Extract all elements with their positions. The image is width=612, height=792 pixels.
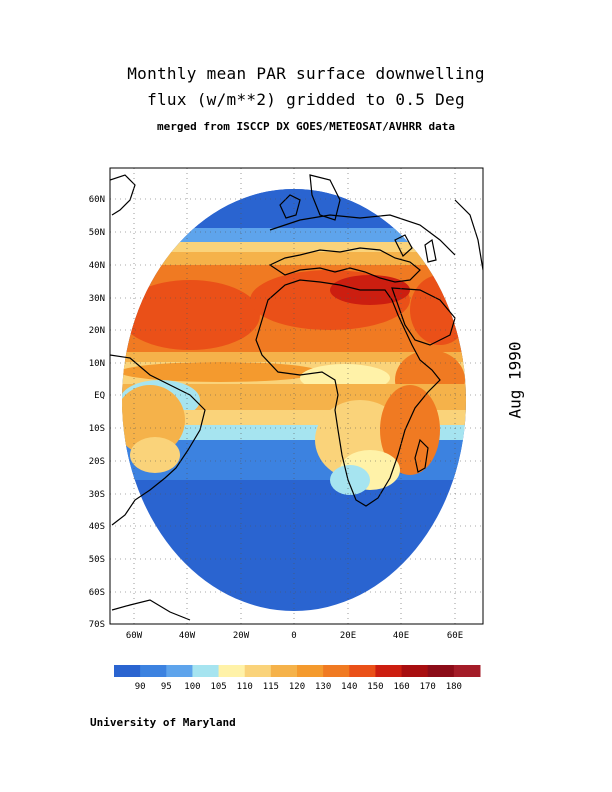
lat-tick: 10N <box>89 359 105 369</box>
color-legend: 90 95 100 105 110 115 120 130 140 150 160 170 180 <box>114 665 481 692</box>
legend-swatch <box>218 665 246 677</box>
legend-swatch <box>140 665 167 677</box>
lat-tick: 70S <box>89 620 105 630</box>
legend-label: 110 <box>237 682 253 692</box>
legend-swatch <box>297 665 324 677</box>
lon-tick: 40E <box>393 631 409 641</box>
map-title-line-2: flux (w/m**2) gridded to 0.5 Deg <box>147 90 465 109</box>
lat-tick: 60N <box>89 195 105 205</box>
legend-swatch <box>192 665 220 677</box>
legend-label: 180 <box>446 682 462 692</box>
legend-swatch <box>453 665 481 677</box>
arabia-coastline <box>391 287 456 346</box>
lon-tick: 40W <box>179 631 196 641</box>
antarctica-coastline <box>111 599 191 621</box>
lat-tick: 20N <box>89 326 105 336</box>
africa-coastline <box>255 279 441 507</box>
lat-tick: 50S <box>89 555 105 565</box>
legend-swatch <box>349 665 376 677</box>
graticule <box>110 168 483 624</box>
coastlines <box>110 174 483 621</box>
map-title-line-1: Monthly mean PAR surface downwelling <box>127 64 485 83</box>
lat-tick: 30N <box>89 294 105 304</box>
credit-text: University of Maryland <box>90 716 236 729</box>
lat-tick: 40S <box>89 522 105 532</box>
legend-swatch <box>401 665 429 677</box>
legend-label: 140 <box>341 682 357 692</box>
legend-label: 170 <box>420 682 436 692</box>
legend-swatch <box>375 665 403 677</box>
lon-tick: 0 <box>291 631 296 641</box>
lat-tick: 40N <box>89 261 105 271</box>
lat-tick: 10S <box>89 424 105 434</box>
legend-label: 130 <box>315 682 331 692</box>
lat-tick: 50N <box>89 228 105 238</box>
map-frame <box>109 167 484 625</box>
legend-swatch <box>114 665 141 677</box>
map-subtitle: merged from ISCCP DX GOES/METEOSAT/AVHRR… <box>156 120 455 133</box>
lon-tick: 20E <box>340 631 356 641</box>
legend-swatch <box>270 665 298 677</box>
legend-label: 90 <box>135 682 146 692</box>
lat-tick: EQ <box>94 391 105 401</box>
legend-swatch <box>427 665 455 677</box>
legend-swatch <box>323 665 350 677</box>
greenland-coastline <box>110 174 136 216</box>
lon-tick: 60E <box>447 631 463 641</box>
legend-label: 120 <box>289 682 305 692</box>
longitude-labels: 60W 40W 20W 0 20E 40E 60E <box>126 631 463 641</box>
legend-swatch <box>244 665 272 677</box>
lat-tick: 30S <box>89 490 105 500</box>
legend-swatch <box>166 665 193 677</box>
legend-label: 150 <box>367 682 383 692</box>
legend-label: 115 <box>263 682 279 692</box>
par-flux-field <box>122 189 466 611</box>
legend-label: 100 <box>184 682 200 692</box>
legend-label: 160 <box>393 682 409 692</box>
lat-tick: 20S <box>89 457 105 467</box>
latitude-labels: 60N 50N 40N 30N 20N 10N EQ 10S 20S 30S 4… <box>89 195 105 630</box>
lon-tick: 60W <box>126 631 143 641</box>
scandinavia-coastline <box>279 174 341 221</box>
legend-label: 105 <box>210 682 226 692</box>
date-label: Aug 1990 <box>505 341 525 419</box>
madagascar-coastline <box>414 438 429 473</box>
lon-tick: 20W <box>233 631 250 641</box>
lat-tick: 60S <box>89 588 105 598</box>
south-america-coastline <box>110 354 206 526</box>
europe-coastline <box>268 247 421 283</box>
legend-label: 95 <box>161 682 172 692</box>
